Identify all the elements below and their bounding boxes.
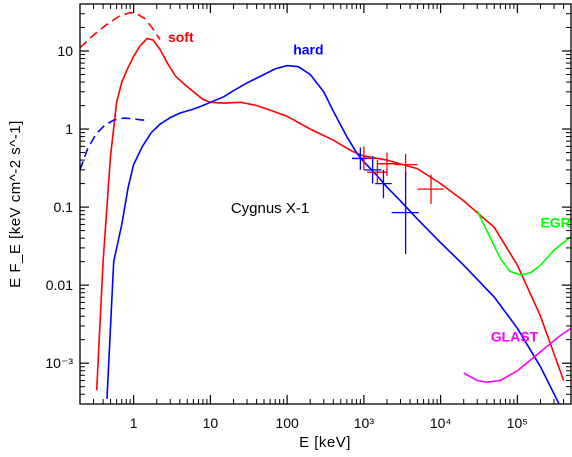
- data-point-hard: [375, 169, 392, 199]
- series-line-hard-model-extension: [80, 117, 150, 171]
- data-point-hard: [363, 156, 382, 184]
- data-point-hard: [391, 172, 419, 255]
- y-tick-label: 10: [57, 43, 73, 59]
- data-point-soft: [417, 174, 444, 204]
- series-line-soft-model-extension: [80, 11, 161, 49]
- data-point-soft: [377, 152, 401, 177]
- data-point-hard: [351, 147, 368, 170]
- x-tick-label: 10: [203, 415, 219, 431]
- x-axis-title: E [keV]: [299, 434, 351, 451]
- series-line-hard: [106, 64, 560, 404]
- series-line-soft: [95, 37, 565, 391]
- x-tick-label: 1: [130, 415, 138, 431]
- error-bar-layer: [351, 146, 444, 255]
- y-tick-label: 0.01: [46, 277, 73, 293]
- x-tick-label: 10⁴: [430, 415, 452, 431]
- source-annotation: Cygnus X-1: [231, 200, 309, 217]
- series-line-glast: [463, 327, 571, 384]
- label-egret: EGRET: [540, 214, 572, 230]
- x-tick-label: 10⁵: [507, 415, 528, 431]
- label-glast: GLAST: [491, 328, 539, 344]
- x-tick-label: 10³: [354, 415, 375, 431]
- tick-layer: 1 10 100 10³ 10⁴ 10⁵ 10⁻³ 0.01 0.1 1 10: [45, 3, 572, 431]
- series-line-egret: [476, 210, 571, 276]
- series-layer: [80, 11, 571, 404]
- x-tick-label: 100: [275, 415, 299, 431]
- series-label-layer: soft hard EGRET GLAST: [168, 29, 572, 344]
- plot-frame: [79, 3, 572, 405]
- y-tick-label: 0.1: [54, 199, 74, 215]
- y-tick-label: 1: [65, 121, 73, 137]
- label-hard: hard: [293, 42, 323, 58]
- y-tick-label: 10⁻³: [45, 355, 73, 371]
- y-axis-title: E F_E [keV cm^-2 s^-1]: [7, 120, 24, 288]
- label-soft: soft: [168, 29, 194, 45]
